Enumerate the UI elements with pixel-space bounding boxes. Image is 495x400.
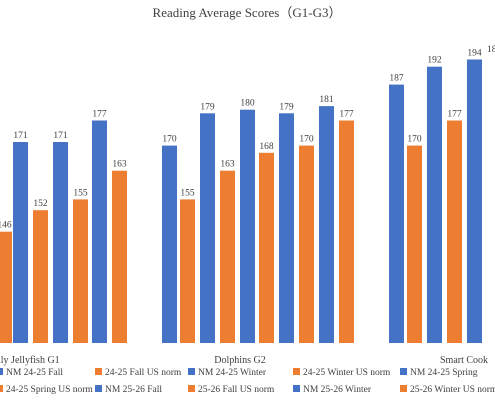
data-label: 155 <box>180 188 195 198</box>
data-label: 177 <box>339 110 354 120</box>
legend-entry: 24-25 Fall US norm <box>105 368 182 378</box>
data-label: 152 <box>33 199 48 209</box>
legend-swatch <box>188 385 195 392</box>
category-label: Dolphins G2 <box>214 355 265 366</box>
legend-entry: 24-25 Winter US norm <box>303 368 391 378</box>
legend-swatch <box>95 385 102 392</box>
bar <box>73 199 88 343</box>
legend-swatch <box>0 385 3 392</box>
bar <box>200 113 215 343</box>
legend-swatch <box>188 368 195 375</box>
bar <box>279 113 294 343</box>
bar <box>180 199 195 343</box>
legend-entry: NM 25-26 Winter <box>303 385 372 395</box>
data-label: 170 <box>162 135 177 145</box>
bar <box>112 170 127 343</box>
bar <box>53 142 68 343</box>
bar <box>220 170 235 343</box>
chart-title: Reading Average Scores（G1-G3） <box>153 5 342 20</box>
legend: NM 24-25 Fall 24-25 Fall US norm NM 24-25 … <box>0 368 495 395</box>
data-label: 177 <box>447 110 462 120</box>
data-label: 187 <box>389 74 404 84</box>
data-label: 163 <box>220 160 235 170</box>
legend-entry: NM 24-25 Winter <box>198 368 267 378</box>
legend-swatch <box>400 385 407 392</box>
legend-swatch <box>95 368 102 375</box>
legend-swatch <box>400 368 407 375</box>
legend-entry: NM 25-26 Fall <box>105 385 162 395</box>
data-label: 177 <box>92 110 107 120</box>
data-label: 171 <box>13 131 28 141</box>
bar <box>407 145 422 343</box>
category-label: Smart Cook <box>440 355 488 366</box>
legend-entry: NM 24-25 Fall <box>6 368 63 378</box>
data-labels-layer: 146 171 152 171 155 177 163 170 155 179 163 180 168 1… <box>0 45 495 231</box>
bar <box>389 84 404 343</box>
legend-swatch <box>293 385 300 392</box>
bar <box>339 120 354 343</box>
bar <box>13 142 28 343</box>
bar <box>259 152 274 343</box>
bar <box>92 120 107 343</box>
legend-entry: 25-26 Winter US norm <box>410 385 495 395</box>
data-label: 181 <box>319 95 334 105</box>
legend-entry: NM 24-25 Spring <box>410 368 478 378</box>
data-label: 179 <box>200 102 215 112</box>
bar <box>447 120 462 343</box>
legend-entry: 25-26 Fall US norm <box>198 385 275 395</box>
data-label: 146 <box>0 221 12 231</box>
bar <box>162 145 177 343</box>
bar <box>319 106 334 343</box>
data-label: 168 <box>259 142 274 152</box>
data-label: 170 <box>407 135 422 145</box>
bar <box>467 59 482 343</box>
data-label: 179 <box>279 102 294 112</box>
category-label: olly Jellyfish G1 <box>0 355 60 366</box>
data-label: 171 <box>53 131 68 141</box>
data-label: 192 <box>427 56 442 66</box>
category-labels-layer: olly Jellyfish G1 Dolphins G2 Smart Cook <box>0 355 488 366</box>
data-label: 163 <box>112 160 127 170</box>
bars-layer <box>0 59 482 343</box>
bar <box>0 231 12 343</box>
data-label: 155 <box>73 188 88 198</box>
legend-entry: 24-25 Spring US norm <box>6 385 93 395</box>
data-label: 180 <box>240 99 255 109</box>
data-label: 194 <box>467 49 482 59</box>
data-label: 170 <box>299 135 314 145</box>
legend-swatch <box>0 368 3 375</box>
bar <box>427 66 442 343</box>
bar <box>299 145 314 343</box>
data-label-partial: 18 <box>487 45 495 55</box>
bar <box>33 210 48 343</box>
legend-swatch <box>293 368 300 375</box>
bar <box>240 109 255 343</box>
